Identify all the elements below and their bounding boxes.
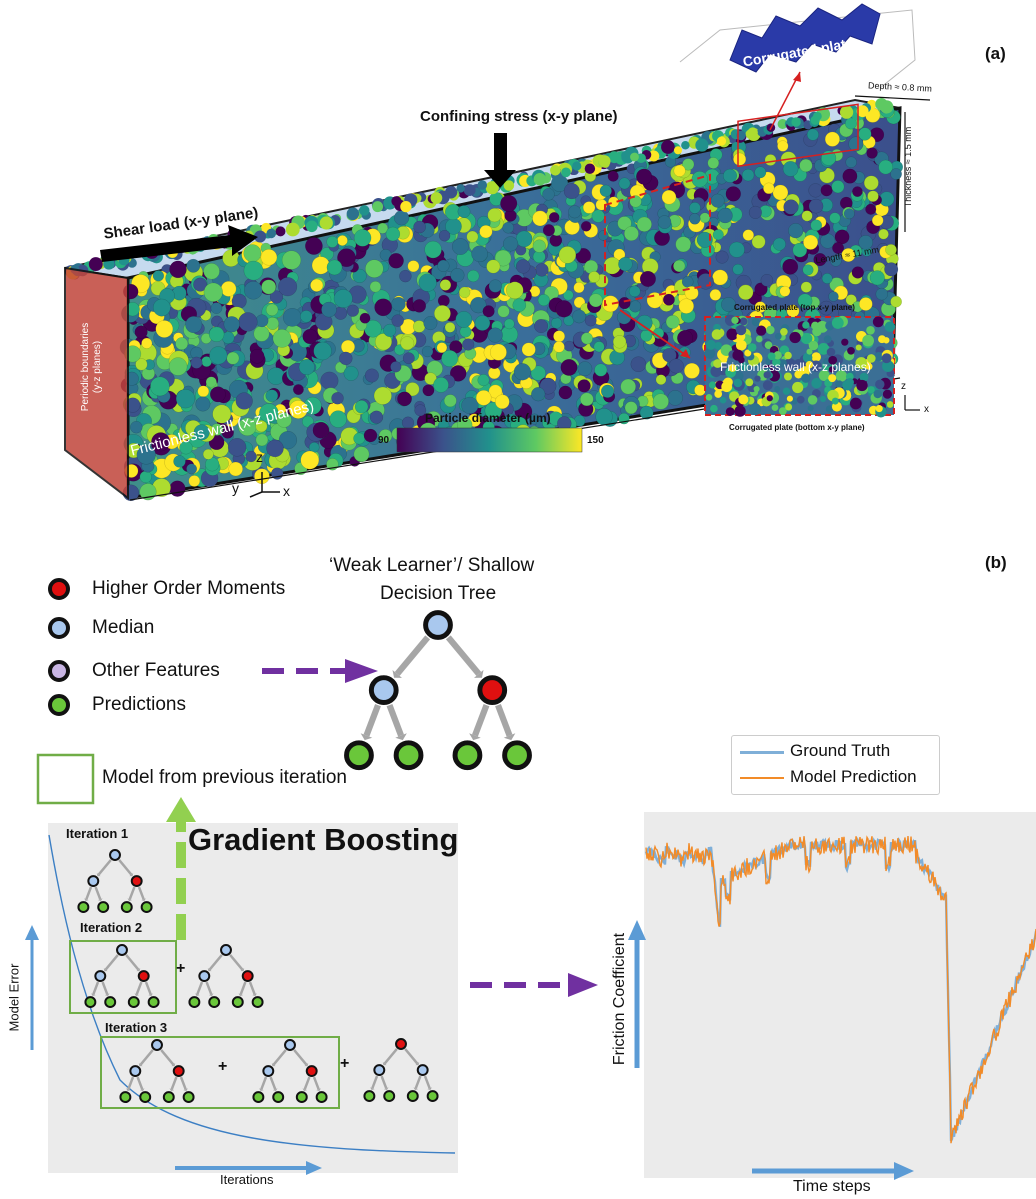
chart-legend: Ground Truth Model Prediction	[731, 735, 940, 795]
iteration-2-label: Iteration 2	[80, 920, 143, 935]
legend-pred-label: Model Prediction	[790, 767, 917, 786]
legend-gt-swatch	[740, 751, 784, 754]
panel-b-tag: (b)	[985, 553, 1007, 572]
iteration-2-box	[69, 940, 177, 1014]
legend-median: Median	[48, 617, 154, 639]
legend-other-features: Other Features	[48, 660, 220, 682]
model-error-label: Model Error	[6, 963, 22, 1032]
boosting-diagram	[16, 610, 1036, 1180]
legend-gt-label: Ground Truth	[790, 741, 891, 760]
axis-y-label: y	[232, 480, 239, 496]
inset-mid-label: Frictionless wall (x-z planes)	[720, 360, 871, 374]
corrugated-plate-graphic	[729, 3, 881, 73]
iteration-1-label: Iteration 1	[66, 826, 129, 841]
iterations-label: Iterations	[220, 1172, 274, 1187]
panel-a-tag: (a)	[985, 44, 1006, 63]
legend-label: Other Features	[92, 660, 220, 681]
inspection-region	[604, 173, 711, 307]
legend-label: Predictions	[92, 694, 186, 715]
model-prev-box	[36, 753, 95, 805]
plus-sign-2: +	[218, 1058, 228, 1075]
plus-sign-1: +	[176, 960, 186, 977]
confining-stress-label: Confining stress (x-y plane)	[420, 108, 618, 125]
model-prev-arrow	[166, 797, 196, 822]
plus-sign-3: +	[340, 1055, 350, 1072]
predictions-dot	[48, 694, 70, 716]
legend-predictions: Predictions	[48, 694, 186, 716]
tree-title-line2: Decision Tree	[380, 583, 497, 604]
periodic-line-1: Periodic boundaries	[80, 322, 92, 412]
periodic-boundaries-label: Periodic boundaries (y-z planes)	[80, 323, 104, 411]
shear-load-arrow	[100, 225, 258, 262]
legend-label: Median	[92, 617, 155, 638]
simulation-diagram	[64, 3, 931, 502]
legend-pred-swatch	[740, 777, 784, 779]
friction-arrow	[628, 920, 646, 940]
inset-top-label: Corrugated plate (top x-y plane)	[734, 303, 855, 312]
model-error-curve	[48, 834, 456, 1154]
gradient-boosting-title: Gradient Boosting	[188, 822, 459, 857]
iterations-arrow	[306, 1161, 322, 1175]
median-dot	[48, 617, 70, 639]
colorbar	[396, 427, 583, 453]
friction-coefficient-label: Friction Coefficient	[611, 932, 629, 1066]
thickness-label: Thickness ≈ 1.5 mm	[903, 126, 914, 208]
confining-stress-arrow	[484, 133, 516, 188]
iteration-3-box	[100, 1036, 340, 1109]
higher-order-dot	[48, 578, 70, 600]
inset-axis-z: z	[901, 381, 906, 392]
axis-z-label: z	[256, 449, 263, 465]
other-features-dot	[48, 660, 70, 682]
model-prediction-line	[645, 835, 1036, 1144]
periodic-line-2: (y-z planes)	[92, 340, 104, 394]
colorbar-min: 90	[378, 435, 390, 446]
boosting-to-chart-arrow	[568, 973, 598, 997]
weak-learner-tree	[344, 610, 532, 771]
legend-to-tree-arrow	[345, 659, 378, 683]
colorbar-max: 150	[587, 435, 604, 446]
inset-bottom-label: Corrugated plate (bottom x-y plane)	[729, 423, 865, 432]
model-error-arrow	[25, 925, 39, 940]
colorbar-title: Particle diameter (µm)	[425, 411, 551, 425]
legend-label: Higher Order Moments	[92, 578, 286, 599]
axis-x-label: x	[283, 483, 290, 499]
time-steps-label: Time steps	[793, 1178, 871, 1195]
tree-title-line1: ‘Weak Learner’/ Shallow	[329, 555, 535, 576]
legend-higher-order: Higher Order Moments	[48, 578, 285, 600]
iteration-3-label: Iteration 3	[105, 1020, 168, 1035]
inset-axis-x: x	[924, 404, 929, 415]
model-prev-label: Model from previous iteration	[102, 767, 347, 788]
time-steps-arrow	[894, 1162, 914, 1180]
